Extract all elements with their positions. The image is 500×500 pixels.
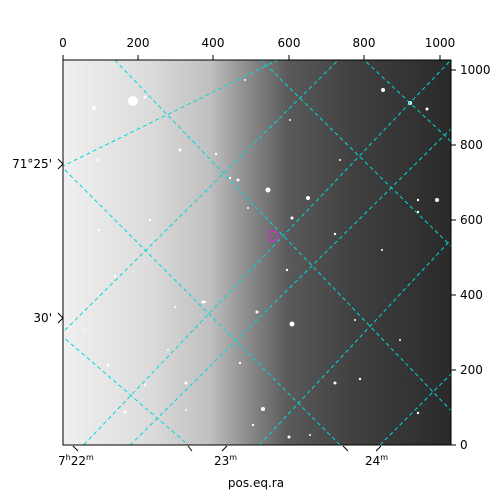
sky-image	[63, 60, 451, 445]
star	[306, 196, 310, 200]
star	[416, 411, 420, 415]
top-tick-label: 400	[202, 36, 225, 50]
left-axis: 71°25' 30'	[12, 157, 64, 325]
star	[97, 228, 101, 232]
star	[285, 268, 289, 272]
star	[358, 377, 362, 381]
bottom-axis: 7h22m 23m 24m pos.eq.ra	[58, 445, 388, 490]
star	[113, 274, 117, 278]
star	[203, 300, 207, 304]
top-tick-label: 200	[127, 36, 150, 50]
grid-line	[63, 336, 190, 445]
grid-line	[258, 238, 451, 445]
star	[214, 152, 218, 156]
star	[287, 435, 291, 439]
coordinate-grid	[63, 60, 451, 445]
star	[425, 107, 429, 111]
star	[143, 383, 147, 387]
star	[167, 349, 169, 351]
top-tick-label: 0	[59, 36, 67, 50]
star	[261, 407, 265, 411]
star	[84, 329, 86, 331]
star	[143, 95, 147, 99]
bottom-tick-label: 24m	[365, 453, 388, 468]
star	[128, 96, 138, 106]
right-tick-label: 400	[460, 288, 483, 302]
star	[354, 319, 356, 321]
star	[435, 198, 439, 202]
star	[238, 361, 242, 365]
right-tick-label: 200	[460, 363, 483, 377]
star	[178, 148, 182, 152]
left-tick-label: 71°25'	[12, 157, 52, 171]
grid-line	[82, 60, 451, 445]
right-axis: 0 200 400 600 800 1000	[451, 63, 491, 452]
star	[201, 300, 205, 304]
star	[96, 158, 100, 162]
plot-frame	[62, 59, 452, 446]
right-tick-label: 600	[460, 213, 483, 227]
star	[339, 159, 341, 161]
right-tick-label: 0	[460, 438, 468, 452]
star	[123, 410, 127, 414]
grid-line	[63, 60, 280, 167]
top-axis: 0 200 400 600 800 1000	[59, 36, 455, 60]
star	[289, 119, 291, 121]
x-axis-title: pos.eq.ra	[228, 476, 284, 490]
star	[228, 176, 232, 180]
star	[106, 363, 110, 367]
bottom-tick-label: 7h22m	[58, 453, 94, 468]
grid-line	[129, 128, 451, 445]
star	[381, 88, 385, 92]
star	[244, 79, 246, 81]
star	[247, 207, 249, 209]
grid-line	[260, 60, 451, 247]
top-tick-label: 600	[278, 36, 301, 50]
bottom-tick-label: 23m	[214, 453, 237, 468]
top-tick-label: 1000	[425, 36, 456, 50]
star	[333, 232, 337, 236]
star	[289, 321, 295, 327]
star	[309, 434, 311, 436]
star	[251, 423, 255, 427]
star	[255, 310, 259, 314]
star	[184, 381, 188, 385]
left-tick-label: 30'	[33, 311, 52, 325]
target-marker	[267, 230, 279, 242]
grid-line	[379, 373, 451, 445]
star	[416, 198, 420, 202]
star	[265, 187, 271, 193]
star	[92, 106, 96, 110]
top-tick-label: 800	[353, 36, 376, 50]
star	[174, 306, 176, 308]
star	[290, 216, 294, 220]
grid-line	[114, 60, 451, 412]
star	[148, 218, 152, 222]
right-tick-label: 1000	[460, 63, 491, 77]
right-tick-label: 800	[460, 138, 483, 152]
star	[381, 249, 383, 251]
star	[185, 409, 187, 411]
star	[333, 381, 337, 385]
star-field	[84, 79, 439, 439]
star	[236, 178, 240, 182]
star	[399, 339, 401, 341]
